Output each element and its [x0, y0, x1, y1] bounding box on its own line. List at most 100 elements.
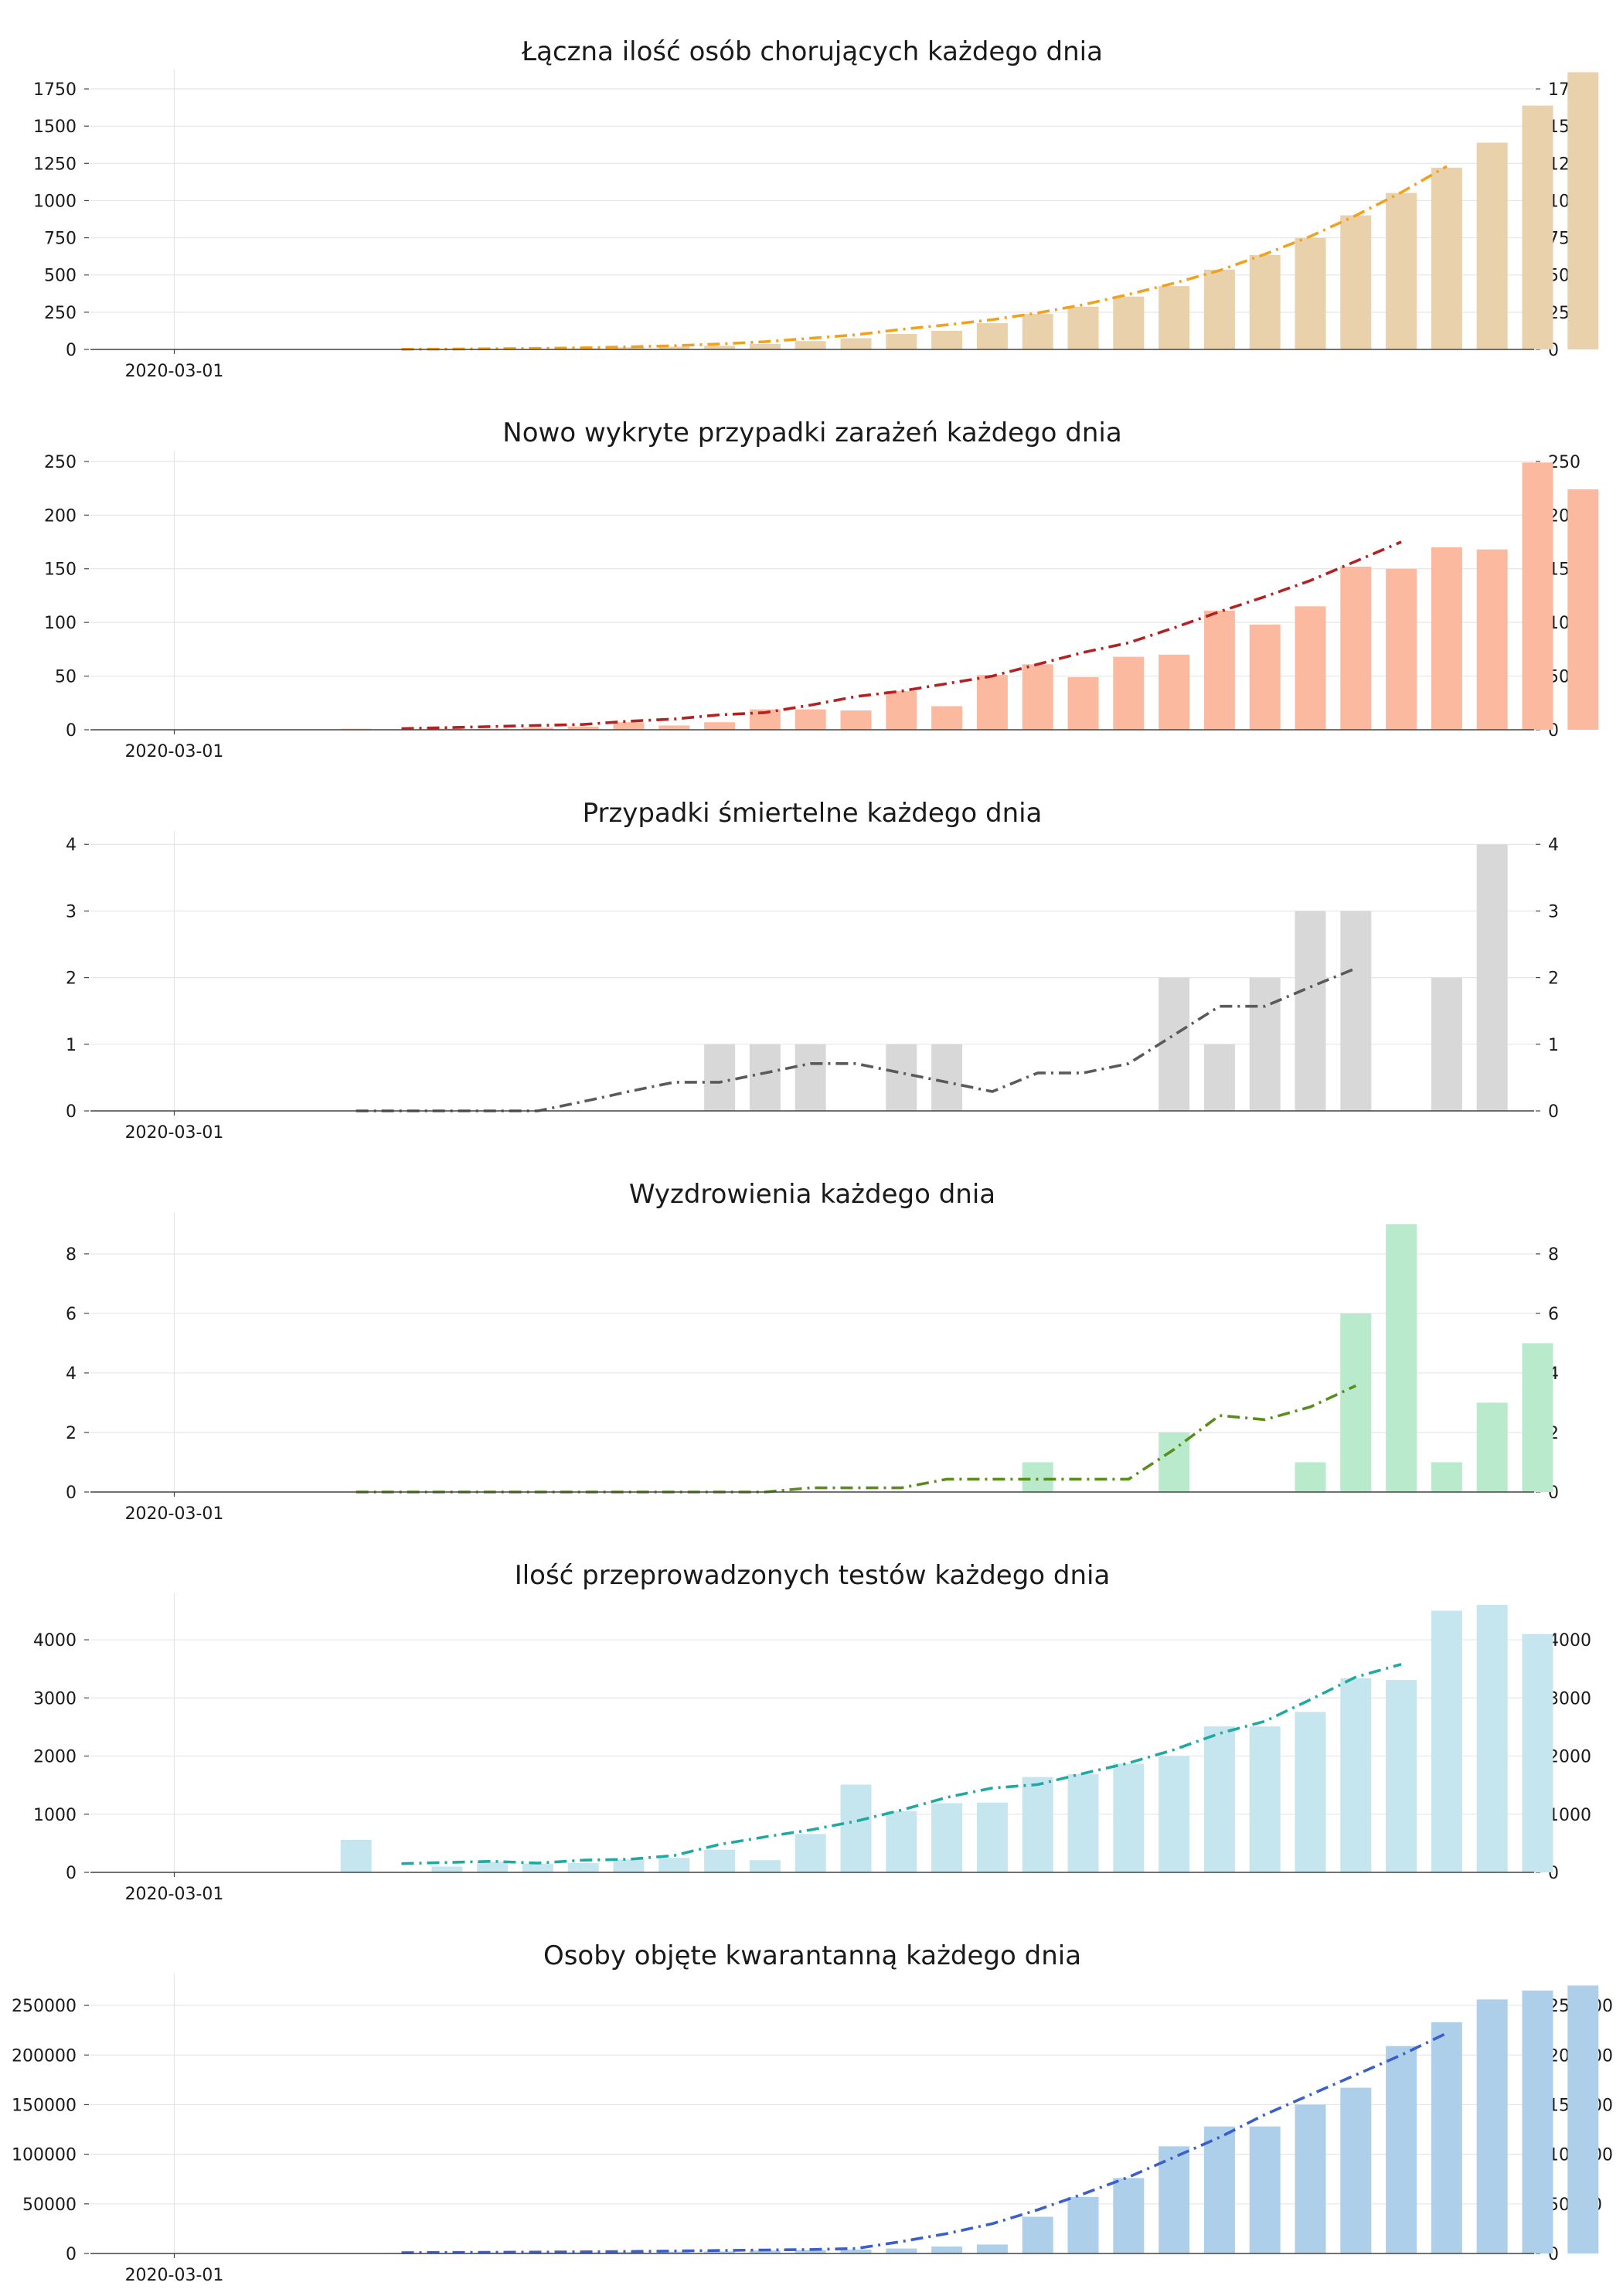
bar: [749, 1860, 781, 1872]
y-tick-label-left: 1000: [33, 192, 77, 211]
bar: [1340, 911, 1372, 1111]
bar: [794, 2250, 826, 2253]
chart-panel-2: Nowo wykryte przypadki zarażeń każdego d…: [44, 417, 1599, 761]
y-tick-label-left: 8: [66, 1245, 77, 1265]
y-tick-label-left: 150: [44, 560, 77, 580]
bar: [931, 330, 963, 349]
y-tick-label-left: 0: [66, 341, 77, 360]
bar: [794, 1044, 826, 1111]
trend-line: [401, 1663, 1402, 1865]
bar: [1113, 296, 1145, 349]
bar: [931, 706, 963, 730]
bar: [1295, 1462, 1326, 1492]
trend-line: [356, 1384, 1357, 1494]
bar: [1159, 977, 1190, 1111]
y-tick-label-left: 4000: [33, 1631, 77, 1650]
y-tick-label-left: 0: [66, 1864, 77, 1883]
y-tick-label-left: 6: [66, 1305, 77, 1324]
bar: [749, 343, 781, 349]
bar: [1295, 606, 1326, 730]
bar: [749, 2250, 781, 2253]
y-tick-label-right: 4000: [1548, 1631, 1591, 1650]
y-tick-label-left: 1500: [33, 118, 77, 137]
bar: [840, 1784, 872, 1872]
bar: [1476, 549, 1508, 730]
bar: [704, 1044, 736, 1111]
bar: [704, 722, 736, 730]
bar: [1340, 1678, 1372, 1872]
chart-title: Łączna ilość osób chorujących każdego dn…: [521, 36, 1103, 67]
bar: [976, 1802, 1008, 1872]
chart-title: Przypadki śmiertelne każdego dnia: [583, 798, 1043, 829]
bar: [1295, 911, 1326, 1111]
y-tick-label-left: 200000: [12, 2046, 77, 2066]
x-tick-label: 2020-03-01: [125, 1504, 224, 1524]
bar: [1295, 2104, 1326, 2253]
bar: [613, 2252, 645, 2253]
bar: [1159, 286, 1190, 349]
bar: [1386, 1680, 1417, 1872]
y-tick-label-right: 250: [1548, 453, 1580, 472]
bar: [1203, 1726, 1235, 1872]
bar: [1522, 462, 1553, 730]
bar: [1476, 1402, 1508, 1492]
bar: [931, 1044, 963, 1111]
y-tick-label-left: 2: [66, 969, 77, 989]
bar: [931, 1803, 963, 1872]
bar: [1340, 2087, 1372, 2253]
y-tick-label-right: 2000: [1548, 1748, 1591, 1767]
bar: [1113, 656, 1145, 730]
bar: [749, 1044, 781, 1111]
y-tick-label-left: 250: [44, 304, 77, 323]
bar: [886, 2248, 917, 2253]
chart-panel-3: Przypadki śmiertelne każdego dnia 0 0 1 1 2 2 3…: [66, 798, 1559, 1143]
y-tick-label-left: 200: [44, 506, 77, 526]
y-tick-label-left: 750: [44, 230, 77, 249]
bar: [1067, 676, 1099, 730]
bar: [1203, 2126, 1235, 2253]
y-tick-label-left: 1: [66, 1036, 77, 1055]
y-tick-label-left: 250: [44, 453, 77, 472]
bar: [1431, 977, 1462, 1111]
bar: [704, 346, 736, 349]
bar: [1159, 2146, 1190, 2253]
bar: [1113, 1763, 1145, 1872]
trend-line: [401, 540, 1402, 731]
bar: [1203, 610, 1235, 730]
bar: [840, 2249, 872, 2253]
y-tick-label-left: 4: [66, 1364, 77, 1384]
y-tick-label-right: 4: [1548, 836, 1559, 855]
y-tick-label-left: 2000: [33, 1748, 77, 1767]
y-tick-label-left: 50000: [22, 2196, 77, 2215]
y-tick-label-left: 1750: [33, 80, 77, 100]
bar: [340, 1839, 372, 1872]
y-tick-label-right: 1000: [1548, 1806, 1591, 1825]
y-tick-label-right: 0: [1548, 1102, 1559, 1122]
bar: [1340, 1313, 1372, 1492]
bar: [1113, 2178, 1145, 2253]
bar: [794, 1834, 826, 1872]
bar: [1476, 844, 1508, 1111]
chart-title: Wyzdrowienia każdego dnia: [629, 1179, 995, 1210]
bar: [1522, 105, 1553, 349]
trend-line: [401, 2032, 1448, 2254]
bar: [658, 1858, 690, 1872]
y-tick-label-left: 0: [66, 2245, 77, 2264]
y-tick-label-left: 1250: [33, 155, 77, 174]
bar: [613, 722, 645, 730]
bar: [1431, 2022, 1462, 2253]
bar: [1159, 1432, 1190, 1492]
bar: [1431, 1462, 1462, 1492]
bar: [1203, 1044, 1235, 1111]
y-tick-label-right: 3000: [1548, 1689, 1591, 1708]
y-tick-label-left: 250000: [12, 1997, 77, 2016]
bar: [1522, 1343, 1553, 1492]
y-tick-label-right: 3: [1548, 902, 1559, 921]
bar: [1022, 1777, 1053, 1872]
y-tick-label-right: 6: [1548, 1305, 1559, 1324]
bar: [1067, 2196, 1099, 2253]
bar: [1022, 314, 1053, 349]
bar: [1476, 1605, 1508, 1872]
